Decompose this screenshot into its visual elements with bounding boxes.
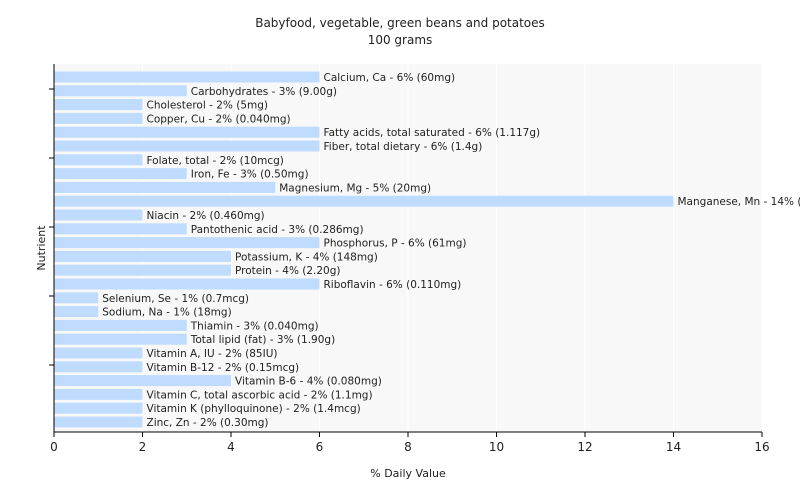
- bar: [54, 292, 99, 304]
- bar-label: Thiamin - 3% (0.040mg): [190, 320, 319, 332]
- bar: [54, 85, 187, 97]
- bar: [54, 209, 143, 221]
- bar-label: Riboflavin - 6% (0.110mg): [324, 279, 462, 291]
- chart-title: Babyfood, vegetable, green beans and pot…: [255, 16, 545, 30]
- bar: [54, 112, 143, 124]
- x-tick-label: 8: [404, 440, 412, 454]
- bar: [54, 319, 187, 331]
- x-tick-label: 10: [489, 440, 504, 454]
- bar: [54, 402, 143, 414]
- bar: [54, 347, 143, 359]
- x-tick-label: 14: [666, 440, 681, 454]
- x-tick-label: 0: [50, 440, 58, 454]
- bar: [54, 71, 320, 83]
- bar-label: Carbohydrates - 3% (9.00g): [191, 86, 337, 98]
- bar-label: Potassium, K - 4% (148mg): [235, 251, 378, 263]
- bar-label: Vitamin B-12 - 2% (0.15mcg): [147, 362, 300, 374]
- bar: [54, 306, 99, 318]
- bar: [54, 264, 231, 276]
- bar: [54, 416, 143, 428]
- bar-label: Cholesterol - 2% (5mg): [147, 100, 269, 112]
- bar-label: Magnesium, Mg - 5% (20mg): [279, 182, 431, 194]
- bar: [54, 361, 143, 373]
- bar-label: Phosphorus, P - 6% (61mg): [324, 238, 467, 250]
- bar-label: Sodium, Na - 1% (18mg): [102, 307, 231, 319]
- bar: [54, 250, 231, 262]
- bar-label: Vitamin K (phylloquinone) - 2% (1.4mcg): [147, 403, 361, 415]
- bar-label: Manganese, Mn - 14% (0.280mg): [678, 196, 800, 208]
- x-tick-label: 12: [577, 440, 592, 454]
- bar-label: Niacin - 2% (0.460mg): [147, 210, 265, 222]
- bar-label: Fiber, total dietary - 6% (1.4g): [324, 141, 483, 153]
- bar-label: Calcium, Ca - 6% (60mg): [324, 72, 456, 84]
- x-tick-label: 4: [227, 440, 235, 454]
- x-tick-label: 16: [754, 440, 769, 454]
- bar-label-group: Calcium, Ca - 6% (60mg) Carbohydrates - 3…: [102, 72, 800, 429]
- bar-label: Vitamin A, IU - 2% (85IU): [147, 348, 278, 360]
- bar: [54, 181, 276, 193]
- bar: [54, 195, 674, 207]
- bar: [54, 154, 143, 166]
- x-tick-label: 6: [316, 440, 324, 454]
- x-axis-label: % Daily Value: [370, 467, 446, 480]
- chart-subtitle: 100 grams: [368, 33, 433, 47]
- bar-label: Copper, Cu - 2% (0.040mg): [147, 113, 291, 125]
- bar-label: Pantothenic acid - 3% (0.286mg): [191, 224, 364, 236]
- bar-label: Fatty acids, total saturated - 6% (1.117…: [324, 127, 541, 139]
- bar: [54, 333, 187, 345]
- bar: [54, 223, 187, 235]
- x-tick-group: 0 2 4 6 8 10 12 14 16: [50, 432, 770, 454]
- bar: [54, 99, 143, 111]
- y-axis-label: Nutrient: [35, 225, 48, 271]
- bar-group: [54, 71, 674, 428]
- bar: [54, 140, 320, 152]
- bar: [54, 168, 187, 180]
- bar: [54, 388, 143, 400]
- bar: [54, 278, 320, 290]
- bar-label: Zinc, Zn - 2% (0.30mg): [147, 417, 269, 429]
- x-tick-label: 2: [139, 440, 147, 454]
- bar-label: Selenium, Se - 1% (0.7mcg): [102, 293, 249, 305]
- bar: [54, 126, 320, 138]
- bar-label: Vitamin C, total ascorbic acid - 2% (1.1…: [147, 389, 373, 401]
- bar-label: Vitamin B-6 - 4% (0.080mg): [235, 376, 382, 388]
- bar: [54, 375, 231, 387]
- bar-label: Protein - 4% (2.20g): [235, 265, 341, 277]
- bar-label: Total lipid (fat) - 3% (1.90g): [190, 334, 335, 346]
- bar: [54, 237, 320, 249]
- bar-label: Iron, Fe - 3% (0.50mg): [191, 169, 309, 181]
- bar-label: Folate, total - 2% (10mcg): [147, 155, 284, 167]
